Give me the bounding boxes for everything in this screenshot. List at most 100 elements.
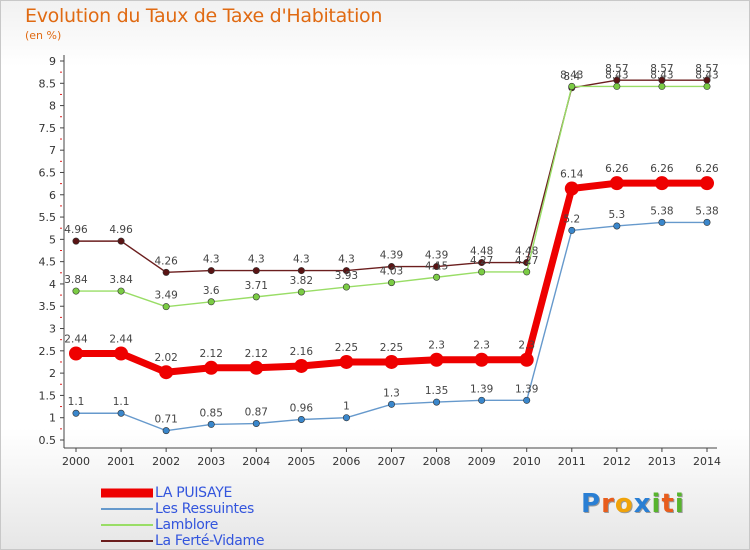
y-tick-label: 2 [49,367,56,380]
data-point [162,303,170,311]
y-tick-label: 0.5 [39,434,57,447]
data-point [429,352,444,367]
x-tick-label: 2004 [242,455,270,468]
data-label: 4.39 [425,250,448,262]
data-point [474,352,489,367]
chart-subtitle: (en %) [25,29,62,42]
data-point [207,267,215,275]
logo-letter: r [601,489,615,519]
x-tick-label: 2000 [62,455,90,468]
y-tick-label: 8.5 [39,77,57,90]
data-label: 2.3 [473,340,490,352]
legend-swatch [101,508,153,510]
data-point [72,409,80,417]
data-label: 2.3 [518,340,535,352]
proxiti-logo: Proxiti [581,489,685,519]
data-label: 1.35 [425,385,448,397]
data-point [609,176,624,191]
x-tick-label: 2009 [468,455,496,468]
data-point [339,354,354,369]
data-label: 4.27 [470,255,493,267]
chart-axes: 0.5 1 1.5 2 2.5 3 3.5 4 4.5 5 5.5 6 6.5 7 7.5 8 8.5 9 2000… [39,55,721,468]
data-point [207,298,215,306]
data-label: 6.26 [650,163,674,175]
data-label: 4.96 [109,224,133,236]
data-label: 3.71 [245,280,268,292]
x-tick-label: 2012 [603,455,631,468]
data-label: 0.96 [290,402,314,414]
data-label: 2.44 [109,333,133,345]
y-tick-label: 4 [49,278,56,291]
data-label: 3.84 [109,274,133,286]
data-label: 4.3 [338,254,355,266]
data-label: 2.12 [200,348,223,360]
data-point [162,268,170,276]
legend-label: Les Ressuintes [155,501,255,517]
legend-swatch [101,540,153,542]
data-label: 5.38 [650,205,673,217]
data-label: 4.39 [380,250,403,262]
data-point [613,222,621,230]
data-label: 8.43 [605,69,628,81]
data-point [252,420,260,428]
data-point [297,288,305,296]
y-tick-label: 7 [49,144,56,157]
data-point [342,283,350,291]
data-point [658,82,666,90]
data-point [384,354,399,369]
data-label: 8.43 [650,69,673,81]
data-point [72,287,80,295]
data-point [297,415,305,423]
data-point [204,360,219,375]
data-label: 5.2 [563,213,580,225]
data-point [387,279,395,287]
data-label: 6.26 [605,163,629,175]
data-label: 1.39 [470,383,493,395]
data-label: 4.03 [380,266,403,278]
y-tick-label: 1.5 [39,389,57,402]
data-point [342,267,350,275]
data-point [703,218,711,226]
y-tick-label: 6.5 [39,166,57,179]
data-label: 2.3 [428,340,445,352]
data-label: 5.3 [609,209,626,221]
data-label: 2.44 [64,333,88,345]
data-point [568,82,576,90]
data-point [564,181,579,196]
data-label: 8.43 [695,69,718,81]
data-label: 4.26 [154,255,178,267]
data-label: 1.1 [68,396,85,408]
data-label: 1.1 [113,396,130,408]
y-tick-label: 3 [49,323,56,336]
data-label: 3.93 [335,270,358,282]
legend-label: LA PUISAYE [155,485,233,501]
x-tick-label: 2010 [513,455,541,468]
logo-letter: x [633,489,652,519]
data-label: 3.49 [154,290,177,302]
data-label: 8.57 [650,63,673,75]
data-label: 0.71 [154,414,177,426]
data-label: 3.6 [203,285,220,297]
chart-title: Evolution du Taux de Taxe d'Habitation [25,5,383,27]
data-point [700,176,714,191]
data-label: 6.14 [560,169,584,181]
data-label: 1 [343,401,350,413]
y-tick-label: 5 [49,233,56,246]
data-label: 8.57 [695,63,718,75]
data-point [114,346,129,361]
data-label: 8.43 [560,69,583,81]
x-tick-label: 2014 [693,455,721,468]
data-label: 8.4 [563,71,580,83]
data-label: 5.38 [695,205,718,217]
series-lamblore: 3.84 3.843.49 3.6 3.71 3.82 3.93 4.03 4.15 4.27 4… [64,69,719,311]
legend-swatch [101,524,153,526]
series-line [76,79,707,274]
data-point [478,268,486,276]
data-point [387,263,395,271]
data-label: 4.3 [203,254,220,266]
data-point [117,287,125,295]
x-tick-label: 2002 [152,455,180,468]
data-point [159,365,174,380]
